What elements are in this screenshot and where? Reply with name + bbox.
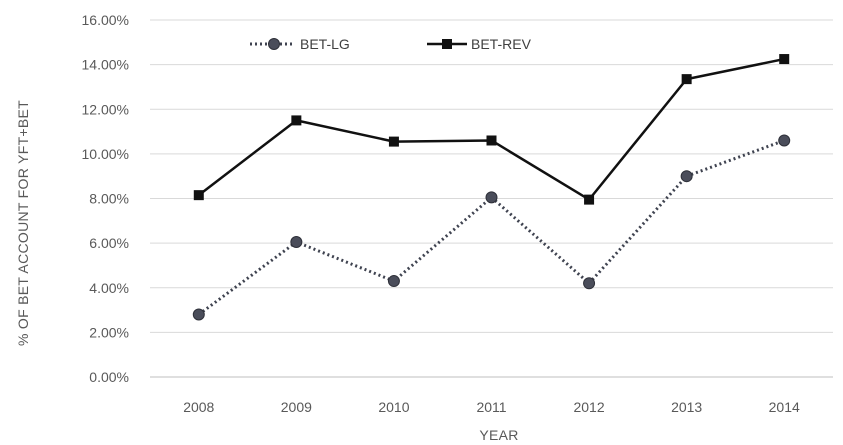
point-bet-rev: [388, 136, 399, 147]
point-bet-lg: [192, 308, 205, 321]
point-bet-lg: [290, 236, 303, 249]
point-bet-rev: [584, 194, 595, 205]
y-tick-label: 16.00%: [82, 12, 129, 28]
x-axis-title: YEAR: [479, 427, 518, 443]
y-axis-title: % OF BET ACCOUNT FOR YFT+BET: [15, 100, 31, 346]
x-tick-label: 2009: [281, 399, 312, 415]
point-bet-lg: [778, 134, 791, 147]
y-tick-label: 2.00%: [89, 324, 129, 340]
point-bet-lg: [387, 275, 400, 288]
point-bet-lg: [485, 191, 498, 204]
y-tick-label: 8.00%: [89, 191, 129, 207]
point-bet-lg: [680, 170, 693, 183]
y-tick-label: 10.00%: [82, 146, 129, 162]
x-tick-label: 2010: [378, 399, 409, 415]
point-bet-rev: [779, 54, 790, 65]
point-bet-rev: [681, 74, 692, 85]
y-tick-label: 6.00%: [89, 235, 129, 251]
legend-label-bet-rev: BET-REV: [471, 36, 532, 52]
x-tick-label: 2008: [183, 399, 214, 415]
y-tick-label: 12.00%: [82, 101, 129, 117]
y-tick-label: 0.00%: [89, 369, 129, 385]
series-line-bet-rev: [198, 57, 785, 201]
point-bet-rev: [486, 135, 497, 146]
y-tick-label: 4.00%: [89, 280, 129, 296]
y-axis-ticks: 0.00% 2.00% 4.00% 6.00% 8.00% 10.00% 12.00% 14.…: [82, 12, 129, 385]
point-bet-rev: [291, 115, 302, 126]
point-bet-lg: [583, 277, 596, 290]
point-bet-rev: [193, 190, 204, 201]
x-tick-label: 2012: [573, 399, 604, 415]
x-axis-ticks: 2008 2009 2010 2011 2012 2013 2014: [183, 399, 800, 415]
x-tick-label: 2014: [769, 399, 800, 415]
legend-label-bet-lg: BET-LG: [300, 36, 350, 52]
series-line-bet-lg: [197, 139, 785, 316]
legend: BET-LG BET-REV: [250, 36, 532, 52]
y-tick-label: 14.00%: [82, 57, 129, 73]
x-tick-label: 2011: [476, 399, 506, 415]
legend-marker-bet-rev: [442, 39, 452, 49]
series-group: [192, 54, 791, 321]
legend-marker-bet-lg: [268, 38, 280, 50]
x-tick-label: 2013: [671, 399, 702, 415]
